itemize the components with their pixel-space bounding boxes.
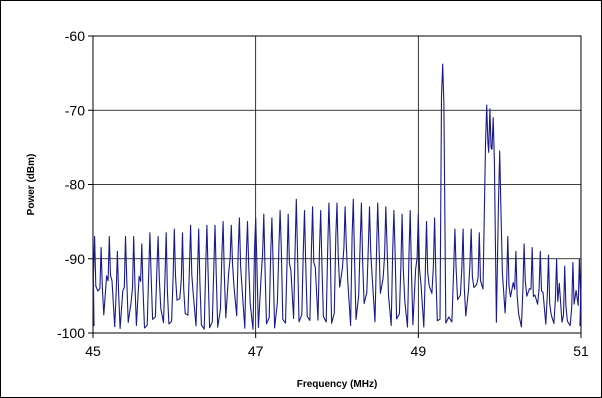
y-tick-label: -100	[57, 325, 85, 341]
x-tick-label: 47	[248, 343, 264, 359]
x-tick-label: 51	[573, 343, 589, 359]
x-tick-label: 49	[411, 343, 427, 359]
x-axis-label: Frequency (MHz)	[297, 379, 378, 390]
tick-labels: 45 47 49 51 -60 -70 -80 -90 -100	[57, 28, 589, 359]
y-tick-label: -80	[65, 177, 85, 193]
y-axis-label: Power (dBm)	[26, 154, 37, 216]
power-trace	[92, 63, 582, 330]
y-tick-label: -70	[65, 102, 85, 118]
y-tick-label: -90	[65, 251, 85, 267]
x-tick-label: 45	[85, 343, 101, 359]
y-tick-label: -60	[65, 28, 85, 44]
plot-area-border	[92, 35, 582, 334]
